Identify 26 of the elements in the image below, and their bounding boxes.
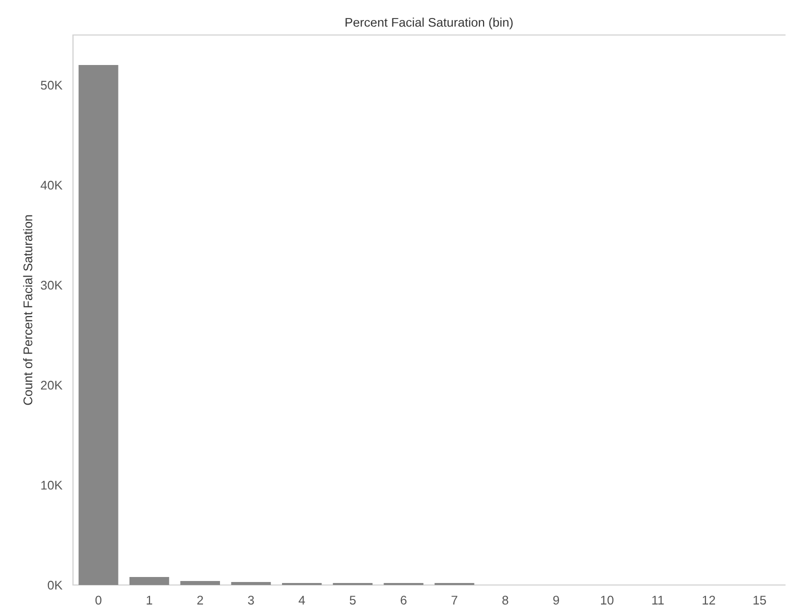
x-tick-label: 6: [400, 596, 406, 605]
y-tick-label: 40K: [40, 180, 62, 190]
x-tick-label: 12: [702, 596, 716, 604]
x-tick-label: 5: [350, 596, 356, 605]
x-tick-label: 1: [146, 596, 152, 604]
x-tick-label: 2: [197, 596, 203, 604]
x-tick-label: 0: [95, 596, 102, 605]
y-tick-label: 30K: [40, 280, 62, 290]
y-axis-title: Count of Percent Facial Saturation: [23, 215, 32, 405]
bar: [231, 582, 271, 585]
x-tick-label: 4: [298, 596, 305, 604]
x-tick-label: 8: [502, 596, 508, 605]
y-tick-label: 50K: [40, 80, 62, 90]
x-tick-label: 9: [553, 596, 560, 605]
y-tick-label: 0K: [48, 580, 62, 590]
x-tick-label: 7: [452, 596, 458, 604]
y-tick-label: 20K: [40, 380, 62, 390]
x-tick-label: 15: [754, 596, 766, 605]
bar: [129, 577, 170, 585]
bar: [78, 65, 118, 585]
x-tick-label: 11: [652, 596, 664, 604]
x-tick-label: 3: [248, 596, 254, 605]
x-axis-title: Percent Facial Saturation (bin): [346, 18, 513, 30]
bar: [180, 581, 220, 585]
y-tick-label: 10K: [41, 480, 62, 490]
x-tick-label: 10: [601, 596, 614, 605]
